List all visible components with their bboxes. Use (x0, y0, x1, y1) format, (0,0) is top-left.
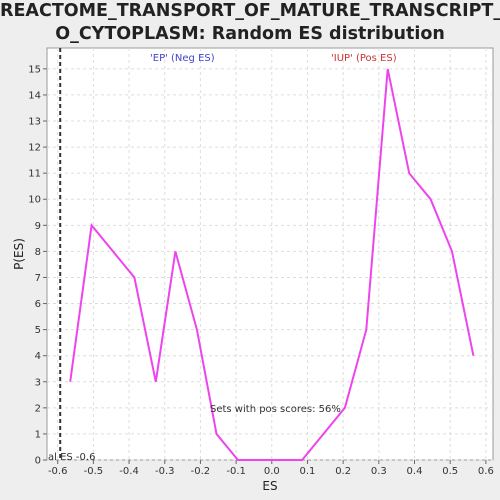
pos-es-label: 'IUP' (Pos ES) (331, 53, 397, 64)
y-tick-label: 12 (28, 143, 41, 154)
y-tick-label: 3 (35, 377, 41, 388)
y-axis-label: P(ES) (12, 238, 26, 270)
x-axis-label: ES (262, 479, 277, 493)
x-tick-label: 0.6 (478, 466, 494, 477)
y-tick-label: 7 (35, 273, 41, 284)
neg-es-label: 'EP' (Neg ES) (150, 53, 215, 64)
y-tick-label: 4 (35, 351, 41, 362)
x-tick-label: -0.6 (48, 466, 68, 477)
x-tick-label: 0.3 (371, 466, 387, 477)
x-tick-label: -0.2 (191, 466, 211, 477)
y-tick-label: 10 (28, 195, 41, 206)
x-tick-label: -0.4 (119, 466, 139, 477)
x-tick-label: 0.4 (407, 466, 423, 477)
y-tick-label: 8 (35, 247, 41, 258)
x-tick-label: 0.1 (300, 466, 316, 477)
y-tick-label: 14 (28, 90, 41, 101)
y-tick-label: 15 (28, 64, 41, 75)
x-tick-label: 0.5 (442, 466, 458, 477)
x-tick-label: 0.2 (335, 466, 351, 477)
y-tick-label: 5 (35, 325, 41, 336)
x-tick-label: -0.5 (84, 466, 104, 477)
x-tick-label: 0.0 (264, 466, 280, 477)
pos-scores-note: Sets with pos scores: 56% (210, 404, 341, 415)
x-axis-ticks: -0.6 -0.5 -0.4 -0.3 -0.2 -0.1 0.0 0.1 0.2 0.3 0.4 0… (48, 460, 494, 477)
x-tick-label: -0.3 (155, 466, 175, 477)
y-tick-label: 0 (35, 456, 41, 467)
actual-es-note: al ES -0.6 (48, 452, 95, 463)
x-tick-label: -0.1 (226, 466, 246, 477)
y-tick-label: 9 (35, 221, 41, 232)
y-tick-label: 1 (35, 429, 41, 440)
y-tick-label: 6 (35, 299, 41, 310)
y-tick-label: 11 (28, 169, 41, 180)
y-tick-label: 13 (28, 117, 41, 128)
y-tick-label: 2 (35, 403, 41, 414)
